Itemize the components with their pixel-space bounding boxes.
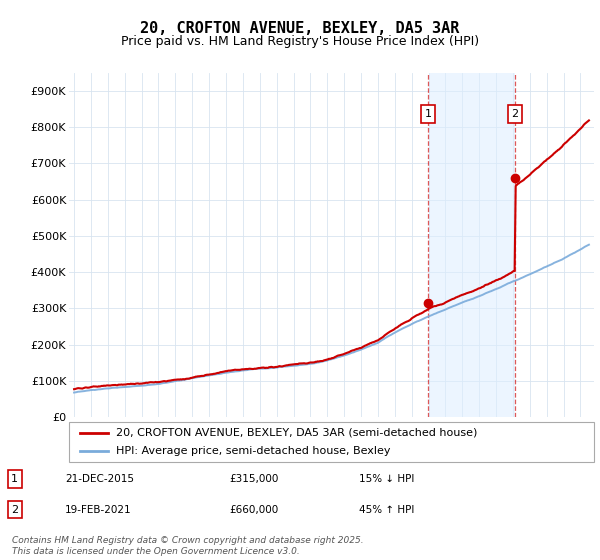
Text: Contains HM Land Registry data © Crown copyright and database right 2025.
This d: Contains HM Land Registry data © Crown c… bbox=[12, 536, 364, 556]
Text: 1: 1 bbox=[11, 474, 19, 484]
Text: 15% ↓ HPI: 15% ↓ HPI bbox=[359, 474, 414, 484]
Text: 1: 1 bbox=[425, 109, 431, 119]
Text: 2: 2 bbox=[511, 109, 518, 119]
Text: 19-FEB-2021: 19-FEB-2021 bbox=[65, 505, 131, 515]
Text: 45% ↑ HPI: 45% ↑ HPI bbox=[359, 505, 414, 515]
Text: £660,000: £660,000 bbox=[229, 505, 278, 515]
Text: 2: 2 bbox=[11, 505, 19, 515]
Text: 20, CROFTON AVENUE, BEXLEY, DA5 3AR: 20, CROFTON AVENUE, BEXLEY, DA5 3AR bbox=[140, 21, 460, 36]
Text: HPI: Average price, semi-detached house, Bexley: HPI: Average price, semi-detached house,… bbox=[116, 446, 391, 456]
Text: Price paid vs. HM Land Registry's House Price Index (HPI): Price paid vs. HM Land Registry's House … bbox=[121, 35, 479, 48]
FancyBboxPatch shape bbox=[69, 422, 594, 462]
Text: 20, CROFTON AVENUE, BEXLEY, DA5 3AR (semi-detached house): 20, CROFTON AVENUE, BEXLEY, DA5 3AR (sem… bbox=[116, 428, 478, 437]
Text: £315,000: £315,000 bbox=[229, 474, 279, 484]
Text: 21-DEC-2015: 21-DEC-2015 bbox=[65, 474, 134, 484]
